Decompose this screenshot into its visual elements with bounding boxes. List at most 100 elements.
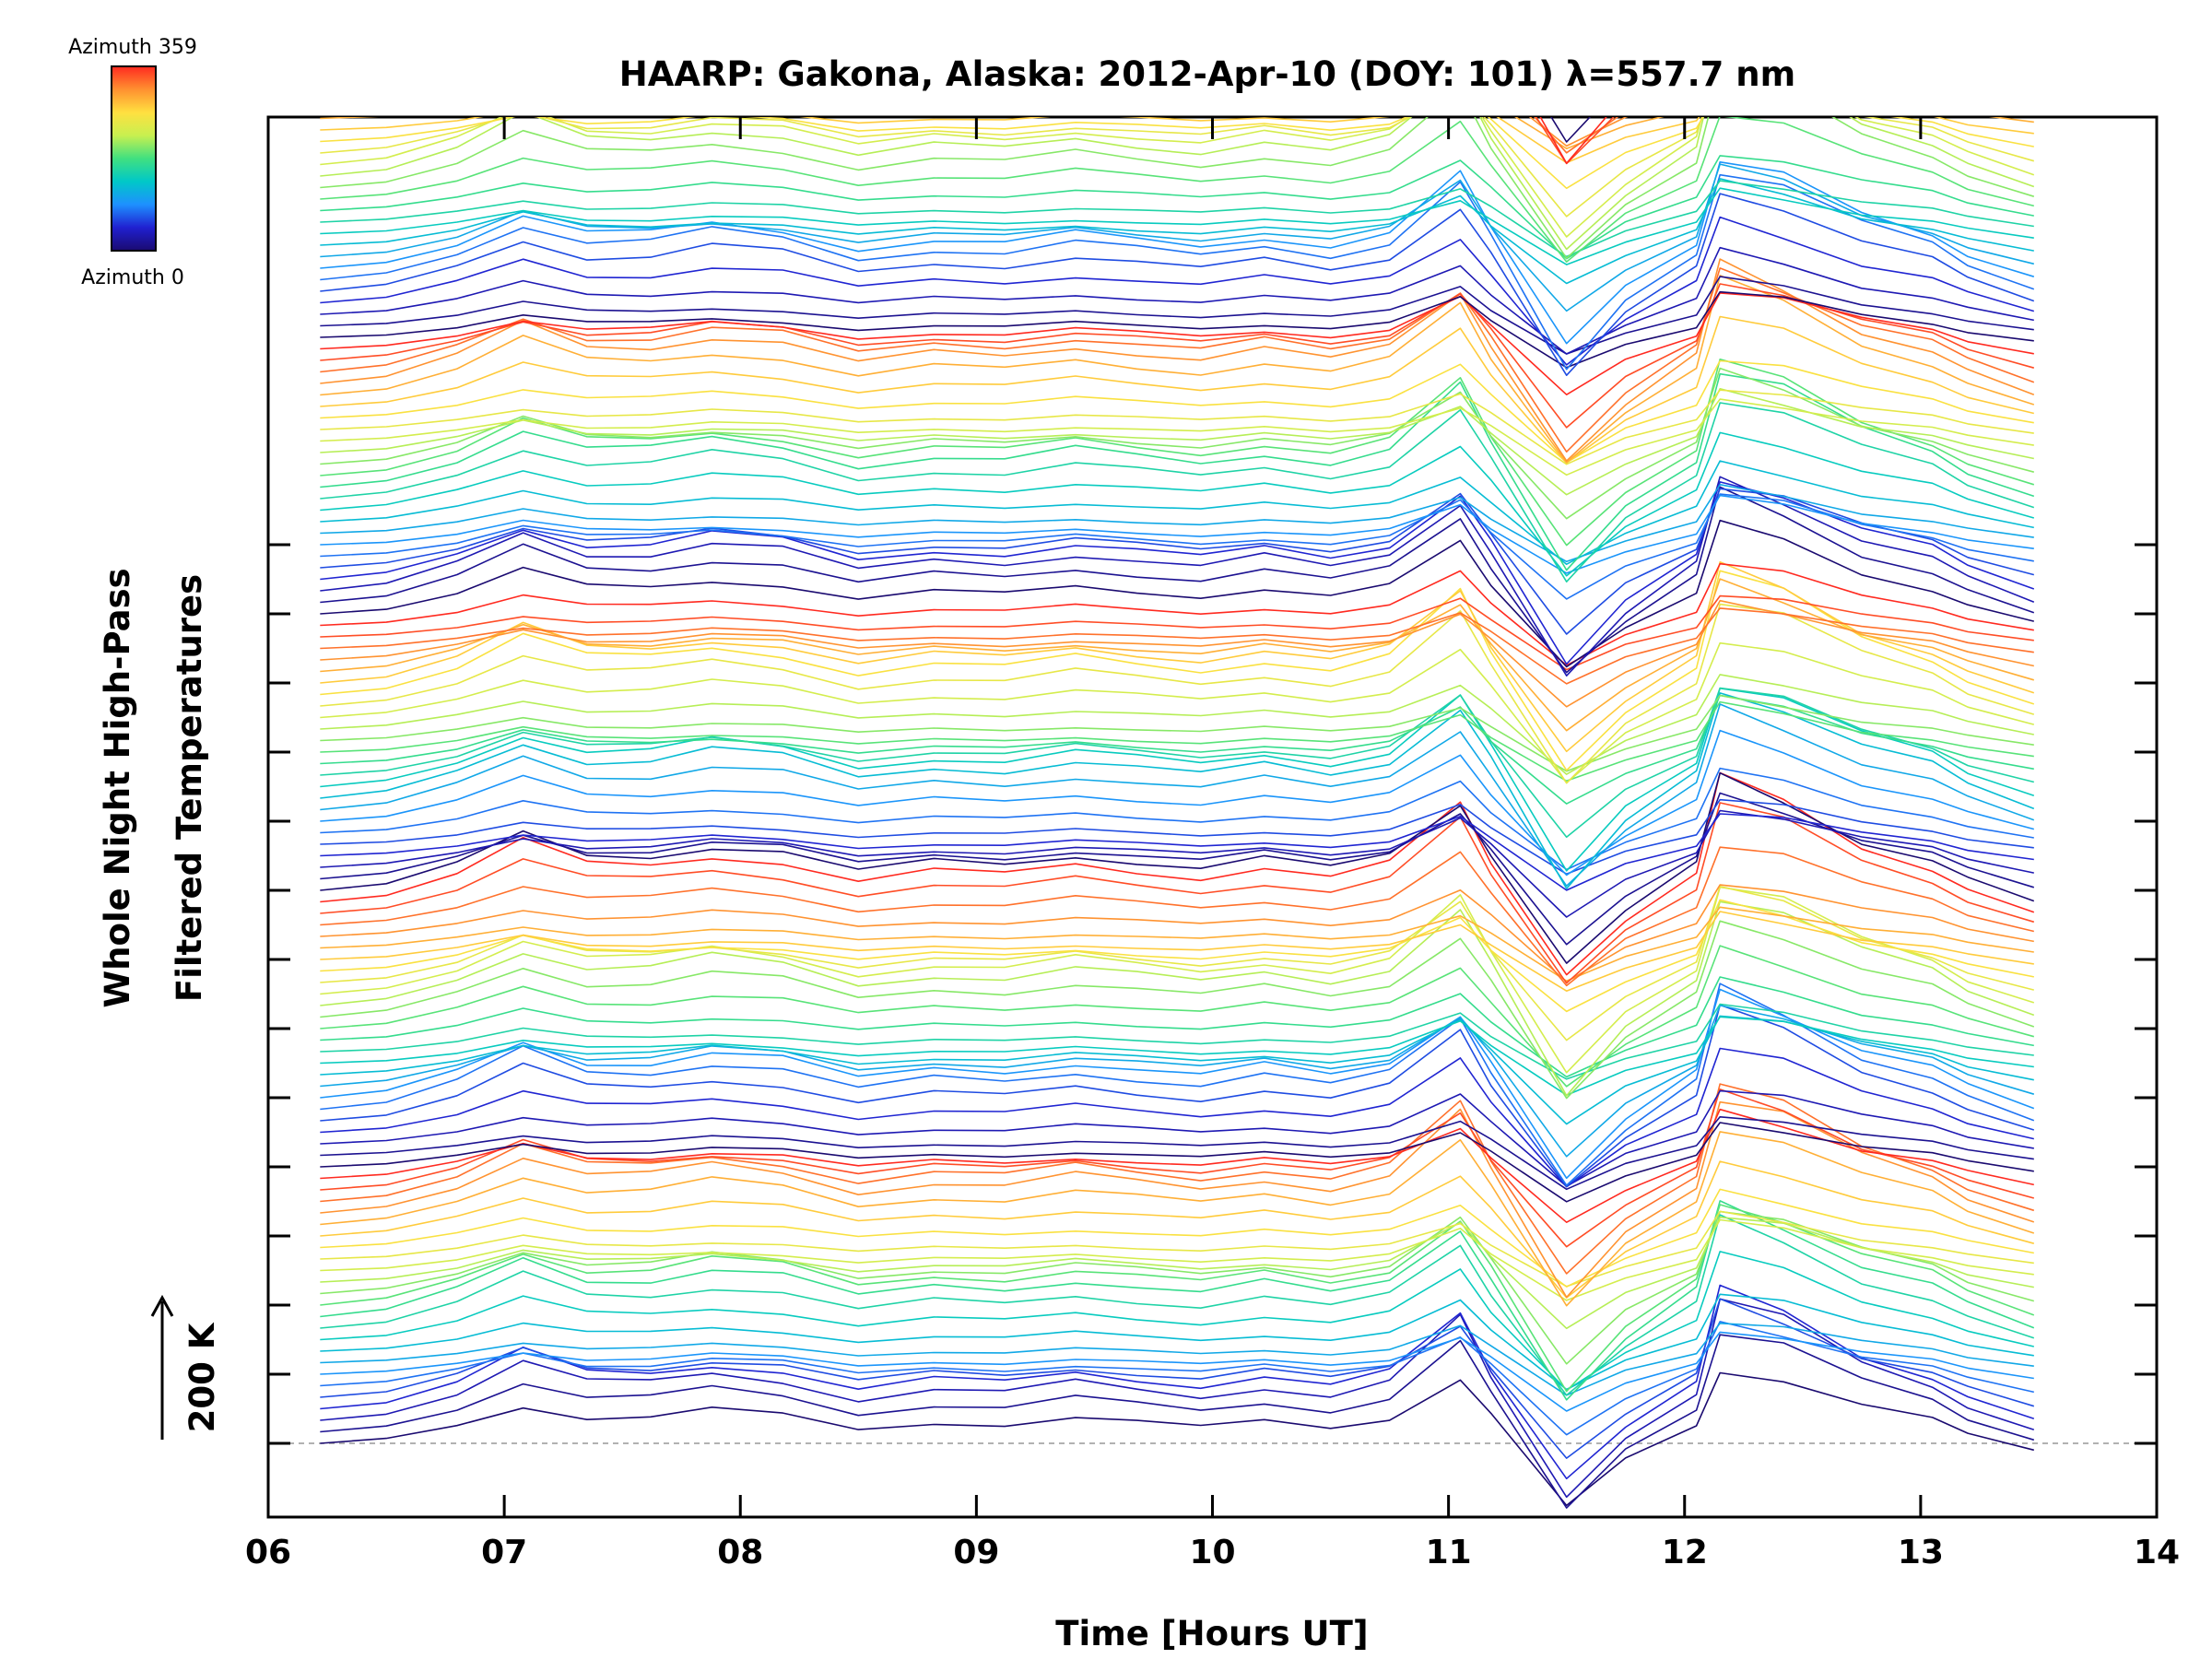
- trace-line: [320, 1122, 2034, 1203]
- x-axis-label: Time [Hours UT]: [1055, 1614, 1368, 1653]
- trace-line: [320, 276, 2034, 355]
- trace-line: [320, 1334, 2035, 1509]
- trace-line: [320, 1131, 2035, 1307]
- x-tick-label: 14: [2134, 1534, 2180, 1571]
- trace-line: [320, 703, 2035, 888]
- trace-line: [320, 359, 2034, 464]
- trace-line: [320, 1323, 2034, 1396]
- x-tick-label: 06: [245, 1534, 291, 1571]
- trace-line: [320, 0, 2034, 60]
- trace-line: [320, 258, 2035, 462]
- trace-line: [320, 578, 2035, 732]
- trace-line: [320, 292, 2034, 396]
- trace-line: [320, 0, 2034, 47]
- trace-line: [320, 315, 2034, 465]
- trace-line: [320, 389, 2034, 465]
- trace-line: [320, 674, 2034, 775]
- trace-line: [320, 982, 2035, 1186]
- trace-line: [320, 594, 2034, 671]
- trace-line: [320, 1089, 2034, 1187]
- trace-line: [320, 1004, 2035, 1188]
- trace-line: [320, 813, 2034, 891]
- data-traces: [268, 0, 2157, 1509]
- trace-line: [320, 117, 2034, 190]
- trace-line: [320, 792, 2035, 946]
- trace-line: [320, 1005, 2035, 1158]
- trace-line: [320, 1251, 2034, 1391]
- colorbar-top-label: Azimuth 359: [68, 36, 197, 59]
- trace-line: [320, 193, 2035, 377]
- x-tick-label: 11: [1426, 1534, 1472, 1571]
- trace-line: [320, 0, 2034, 54]
- trace-line: [320, 1214, 2035, 1396]
- trace-line: [320, 187, 2034, 265]
- trace-line: [320, 117, 2035, 238]
- x-tick-label: 07: [481, 1534, 527, 1571]
- trace-line: [320, 599, 2034, 708]
- x-tick-label: 12: [1662, 1534, 1708, 1571]
- trace-line: [320, 519, 2034, 668]
- trace-line: [320, 0, 2034, 58]
- chart-title: HAARP: Gakona, Alaska: 2012-Apr-10 (DOY:…: [619, 54, 1795, 94]
- trace-line: [320, 1108, 2034, 1223]
- colorbar-bottom-label: Azimuth 0: [81, 266, 184, 289]
- trace-line: [320, 802, 2035, 984]
- trace-line: [320, 607, 2034, 685]
- axis-ticks: [266, 117, 2159, 1517]
- x-tick-label: 09: [953, 1534, 999, 1571]
- trace-line: [320, 493, 2034, 600]
- trace-line: [320, 488, 2035, 635]
- x-tick-label: 08: [717, 1534, 763, 1571]
- trace-line: [320, 809, 2034, 918]
- trace-line: [320, 1047, 2034, 1188]
- trace-line: [320, 0, 2034, 3]
- trace-line: [320, 1321, 2034, 1436]
- trace-line: [320, 767, 2034, 871]
- trace-line: [320, 641, 2035, 784]
- x-tick-label: 10: [1189, 1534, 1235, 1571]
- trace-line: [320, 798, 2034, 876]
- trace-line: [320, 1204, 2035, 1393]
- scale-bar: 200 K: [150, 1294, 222, 1440]
- trace-line: [320, 1216, 2034, 1330]
- trace-line: [320, 771, 2035, 964]
- trace-line: [320, 486, 2035, 674]
- trace-line: [320, 246, 2034, 355]
- trace-line: [320, 988, 2035, 1180]
- trace-line: [320, 117, 2035, 259]
- trace-line: [320, 1298, 2035, 1459]
- trace-line: [320, 900, 2035, 1097]
- y-axis-label-line2: Filtered Temperatures: [170, 574, 209, 1002]
- trace-line: [320, 1371, 2034, 1507]
- trace-line: [320, 911, 2034, 992]
- trace-line: [320, 155, 2034, 260]
- scale-bar-label: 200 K: [182, 1322, 222, 1432]
- trace-line: [320, 1016, 2034, 1096]
- trace-line: [320, 0, 2034, 43]
- trace-line: [320, 1015, 2034, 1125]
- trace-line: [320, 1218, 2034, 1301]
- trace-line: [320, 906, 2034, 982]
- trace-line: [320, 267, 2035, 453]
- trace-line: [320, 976, 2034, 1078]
- trace-line: [320, 899, 2034, 1013]
- trace-line: [320, 1298, 2035, 1499]
- trace-line: [320, 560, 2035, 753]
- trace-line: [320, 1116, 2034, 1191]
- trace-line: [320, 570, 2035, 771]
- trace-line: [320, 117, 2034, 263]
- trace-line: [320, 216, 2035, 366]
- scale-bar-arrow-head: [150, 1294, 174, 1317]
- trace-line: [320, 884, 2034, 982]
- trace-line: [320, 920, 2035, 1100]
- colorbar: [111, 65, 157, 252]
- trace-line: [320, 1100, 2035, 1299]
- trace-line: [320, 846, 2034, 987]
- trace-line: [320, 700, 2034, 782]
- x-tick-label: 13: [1898, 1534, 1944, 1571]
- trace-line: [320, 398, 2034, 477]
- trace-line: [320, 290, 2034, 369]
- trace-line: [320, 562, 2034, 666]
- trace-line: [320, 483, 2034, 563]
